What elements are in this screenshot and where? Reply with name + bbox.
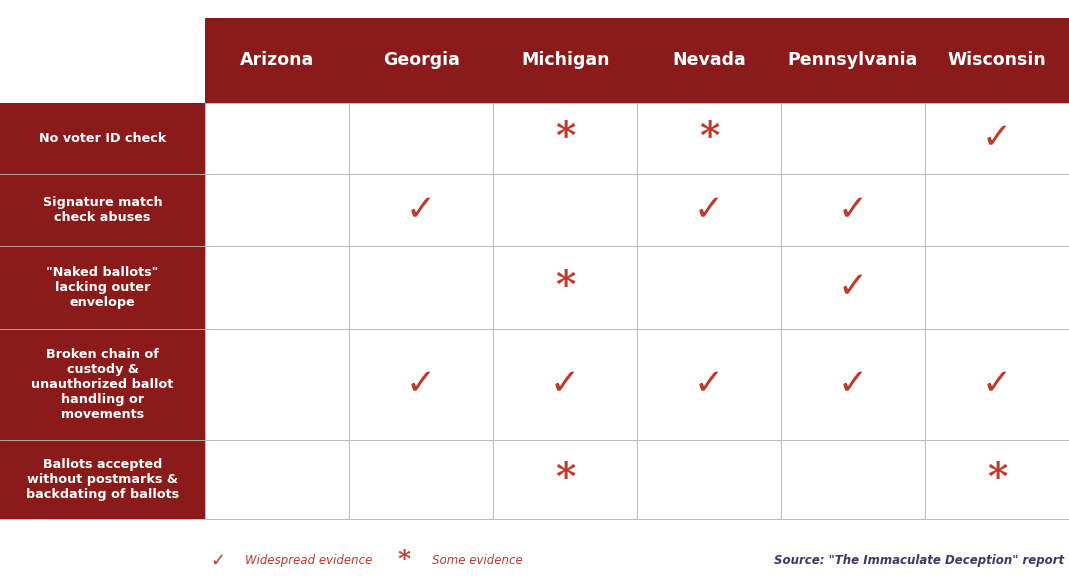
FancyBboxPatch shape [205, 329, 350, 440]
FancyBboxPatch shape [925, 174, 1069, 246]
FancyBboxPatch shape [781, 174, 925, 246]
FancyBboxPatch shape [925, 246, 1069, 329]
Text: Signature match
check abuses: Signature match check abuses [43, 196, 162, 224]
FancyBboxPatch shape [637, 440, 781, 519]
Text: Georgia: Georgia [383, 51, 460, 69]
FancyBboxPatch shape [350, 174, 493, 246]
Text: ✓: ✓ [838, 193, 868, 227]
Text: ✓: ✓ [406, 367, 436, 401]
FancyBboxPatch shape [493, 440, 637, 519]
Text: Widespread evidence: Widespread evidence [245, 554, 372, 567]
Text: Wisconsin: Wisconsin [947, 51, 1047, 69]
Text: *: * [555, 268, 575, 306]
FancyBboxPatch shape [925, 103, 1069, 174]
Text: *: * [555, 460, 575, 498]
FancyBboxPatch shape [493, 103, 637, 174]
Text: "Naked ballots"
lacking outer
envelope: "Naked ballots" lacking outer envelope [46, 266, 159, 309]
FancyBboxPatch shape [350, 246, 493, 329]
FancyBboxPatch shape [493, 329, 637, 440]
FancyBboxPatch shape [205, 103, 350, 174]
Text: ✓: ✓ [982, 367, 1012, 401]
FancyBboxPatch shape [493, 174, 637, 246]
FancyBboxPatch shape [781, 246, 925, 329]
Text: Michigan: Michigan [521, 51, 609, 69]
FancyBboxPatch shape [350, 329, 493, 440]
Text: No voter ID check: No voter ID check [38, 132, 167, 145]
FancyBboxPatch shape [205, 18, 1069, 103]
Text: *: * [699, 120, 719, 158]
Text: ✓: ✓ [838, 270, 868, 304]
Text: Broken chain of
custody &
unauthorized ballot
handling or
movements: Broken chain of custody & unauthorized b… [31, 347, 174, 421]
Text: ✓: ✓ [982, 121, 1012, 155]
FancyBboxPatch shape [925, 440, 1069, 519]
Text: Ballots accepted
without postmarks &
backdating of ballots: Ballots accepted without postmarks & bac… [26, 458, 180, 500]
FancyBboxPatch shape [637, 174, 781, 246]
Text: Some evidence: Some evidence [432, 554, 523, 567]
Text: ✓: ✓ [211, 551, 226, 570]
FancyBboxPatch shape [205, 174, 350, 246]
FancyBboxPatch shape [350, 440, 493, 519]
Text: *: * [555, 120, 575, 158]
FancyBboxPatch shape [925, 329, 1069, 440]
FancyBboxPatch shape [781, 103, 925, 174]
FancyBboxPatch shape [637, 329, 781, 440]
FancyBboxPatch shape [350, 103, 493, 174]
Text: ✓: ✓ [838, 367, 868, 401]
Text: *: * [398, 548, 410, 573]
FancyBboxPatch shape [205, 246, 350, 329]
FancyBboxPatch shape [781, 440, 925, 519]
Text: Pennsylvania: Pennsylvania [788, 51, 918, 69]
Text: Arizona: Arizona [241, 51, 314, 69]
FancyBboxPatch shape [0, 103, 205, 519]
FancyBboxPatch shape [781, 329, 925, 440]
Text: *: * [987, 460, 1007, 498]
FancyBboxPatch shape [637, 103, 781, 174]
Text: ✓: ✓ [694, 193, 724, 227]
Text: Source: "The Immaculate Deception" report: Source: "The Immaculate Deception" repor… [774, 554, 1064, 567]
FancyBboxPatch shape [637, 246, 781, 329]
Text: ✓: ✓ [406, 193, 436, 227]
Text: ✓: ✓ [551, 367, 580, 401]
FancyBboxPatch shape [205, 440, 350, 519]
FancyBboxPatch shape [493, 246, 637, 329]
Text: Nevada: Nevada [672, 51, 746, 69]
Text: ✓: ✓ [694, 367, 724, 401]
